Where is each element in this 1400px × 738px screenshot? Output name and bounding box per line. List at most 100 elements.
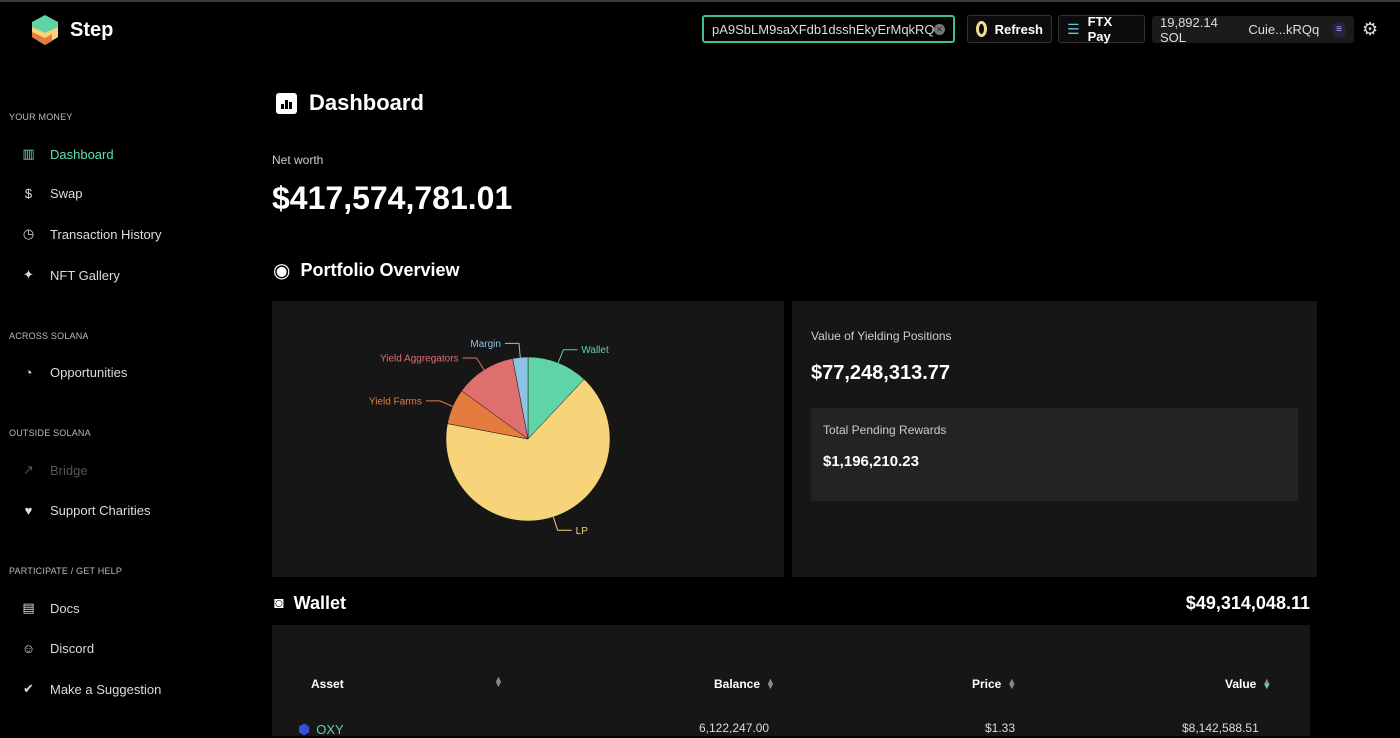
sidebar-item-label: Transaction History	[50, 226, 162, 242]
address-value: pA9SbLM9saXFdb1dsshEkyErMqkRQq	[712, 21, 934, 37]
trend-icon: ↗	[23, 462, 34, 477]
window-top-border	[0, 0, 1400, 2]
heart-icon: ♥	[24, 503, 33, 518]
pie-icon: ◔	[24, 365, 33, 380]
net-worth-label: Net worth	[272, 153, 324, 167]
step-logo-icon	[32, 15, 58, 45]
yielding-label: Value of Yielding Positions	[811, 329, 952, 343]
discord-icon: ☺	[21, 641, 36, 656]
sidebar-item-nft-gallery[interactable]: ✦ NFT Gallery	[21, 267, 120, 283]
eye-icon: ◉	[273, 260, 291, 282]
pie-label: Yield Farms	[369, 396, 422, 407]
clear-icon[interactable]: ✕	[934, 23, 945, 35]
page-title-text: Dashboard	[309, 90, 424, 115]
sidebar-item-label: Dashboard	[50, 146, 114, 162]
pie-slice-yield-aggregators[interactable]	[461, 358, 529, 440]
pie-label: Margin	[470, 339, 501, 350]
pending-rewards-box	[811, 408, 1298, 501]
pie-slice-margin[interactable]	[512, 356, 529, 440]
sidebar-item-label: Docs	[50, 600, 80, 616]
wallet-icon: ◙	[274, 594, 284, 612]
leader-line	[557, 349, 578, 363]
sidebar-item-make-a-suggestion[interactable]: ✔ Make a Suggestion	[21, 681, 161, 697]
section-outside-solana: OUTSIDE SOLANA	[9, 428, 91, 438]
sidebar-item-docs[interactable]: ▤ Docs	[21, 600, 80, 616]
sort-icon: ▲ ▼	[1007, 676, 1017, 691]
account-address: Cuie...kRQq	[1248, 22, 1320, 37]
address-input[interactable]: pA9SbLM9saXFdb1dsshEkyErMqkRQq ✕	[702, 15, 955, 43]
sparkle-icon: ✦	[23, 267, 34, 282]
sidebar-item-label: Opportunities	[50, 365, 128, 380]
price-cell: $1.33	[985, 721, 1016, 735]
asset-name[interactable]: OXY	[316, 722, 344, 737]
ftx-pay-label: FTX Pay	[1087, 14, 1113, 44]
column-value[interactable]: Value ▲ ▼	[1225, 676, 1272, 692]
pie-label: Yield Aggregators	[380, 353, 459, 364]
sort-icon: ▲ ▼	[766, 676, 775, 691]
logo[interactable]: Step	[32, 15, 113, 45]
sidebar-item-transaction-history[interactable]: ◷ Transaction History	[21, 226, 162, 242]
column-label: Price	[972, 677, 1002, 691]
gear-icon[interactable]: ⚙	[1362, 19, 1379, 39]
page-title: Dashboard	[276, 90, 424, 116]
section-your-money: YOUR MONEY	[9, 112, 73, 122]
sidebar-item-label: NFT Gallery	[50, 267, 120, 283]
sidebar-item-label: Discord	[50, 641, 95, 656]
sort-icon: ▲ ▼	[1262, 676, 1272, 691]
refresh-label: Refresh	[994, 21, 1043, 37]
column-balance[interactable]: Balance ▲ ▼	[714, 676, 775, 692]
sidebar-item-support-charities[interactable]: ♥ Support Charities	[21, 503, 151, 518]
oxy-token-icon: ⬢	[298, 721, 311, 737]
solana-icon: ≡	[1332, 21, 1346, 38]
doc-icon: ▤	[22, 600, 35, 615]
sidebar-item-label: Make a Suggestion	[50, 681, 162, 697]
table-row[interactable]: ⬢ OXY	[298, 721, 344, 738]
sidebar-item-swap[interactable]: $ Swap	[21, 186, 83, 201]
wallet-table: Asset ▲ ▼ Balance ▲ ▼ Price ▲ ▼ Value ▲ ▼ ⬢ OXY …	[272, 625, 1310, 738]
account-button[interactable]: 19,892.14 SOL Cuie...kRQq ≡	[1152, 14, 1354, 45]
wallet-title: ◙ Wallet	[274, 593, 346, 614]
leader-line	[462, 357, 485, 371]
column-label: Asset	[311, 677, 344, 691]
wallet-title-text: Wallet	[293, 593, 347, 613]
leader-line	[552, 516, 572, 531]
value-cell: $8,142,588.51	[1182, 721, 1259, 735]
sidebar-item-bridge[interactable]: ↗ Bridge	[21, 462, 88, 478]
sidebar-item-label: Bridge	[50, 462, 88, 478]
ftx-icon: ☰	[1067, 20, 1080, 37]
leader-line	[504, 342, 521, 358]
chart-icon: ▥	[22, 146, 35, 161]
refresh-ring-icon	[976, 21, 987, 37]
column-asset[interactable]: Asset	[311, 677, 344, 691]
app-name: Step	[70, 18, 114, 41]
column-label: Value	[1225, 677, 1257, 691]
section-participate: PARTICIPATE / GET HELP	[9, 566, 123, 576]
sol-balance: 19,892.14 SOL	[1160, 14, 1218, 45]
column-price[interactable]: Price ▲ ▼	[972, 676, 1017, 692]
pie-slice-wallet[interactable]	[527, 356, 585, 440]
column-label: Balance	[714, 677, 761, 691]
wallet-total: $49,314,048.11	[1185, 593, 1310, 613]
leader-line	[425, 400, 453, 407]
sort-asset-icon[interactable]: ▲ ▼	[494, 674, 503, 689]
ftx-pay-button[interactable]: ☰ FTX Pay	[1058, 14, 1145, 44]
sidebar-item-label: Support Charities	[50, 503, 151, 518]
balance-cell: 6,122,247.00	[699, 721, 770, 735]
pie-label: LP	[576, 526, 589, 537]
refresh-button[interactable]: Refresh	[967, 15, 1052, 43]
portfolio-overview-title: ◉ Portfolio Overview	[273, 258, 460, 283]
sidebar-item-dashboard[interactable]: ▥ Dashboard	[21, 146, 114, 162]
pie-slice-lp[interactable]	[445, 378, 611, 522]
sidebar-item-discord[interactable]: ☺ Discord	[21, 641, 94, 656]
pie-chart: Wallet LP Yield Farms Yield Aggregators Marg…	[369, 339, 611, 537]
sidebar-item-label: Swap	[50, 186, 83, 201]
sidebar-item-opportunities[interactable]: ◔ Opportunities	[21, 365, 128, 380]
yielding-value: $77,248,313.77	[811, 362, 951, 384]
dollar-icon: $	[24, 186, 33, 201]
portfolio-title-text: Portfolio Overview	[300, 260, 460, 280]
clock-icon: ◷	[22, 226, 35, 241]
dashboard-icon	[276, 92, 297, 114]
pie-label: Wallet	[581, 345, 609, 356]
check-icon: ✔	[23, 681, 34, 696]
section-across-solana: ACROSS SOLANA	[9, 331, 89, 341]
